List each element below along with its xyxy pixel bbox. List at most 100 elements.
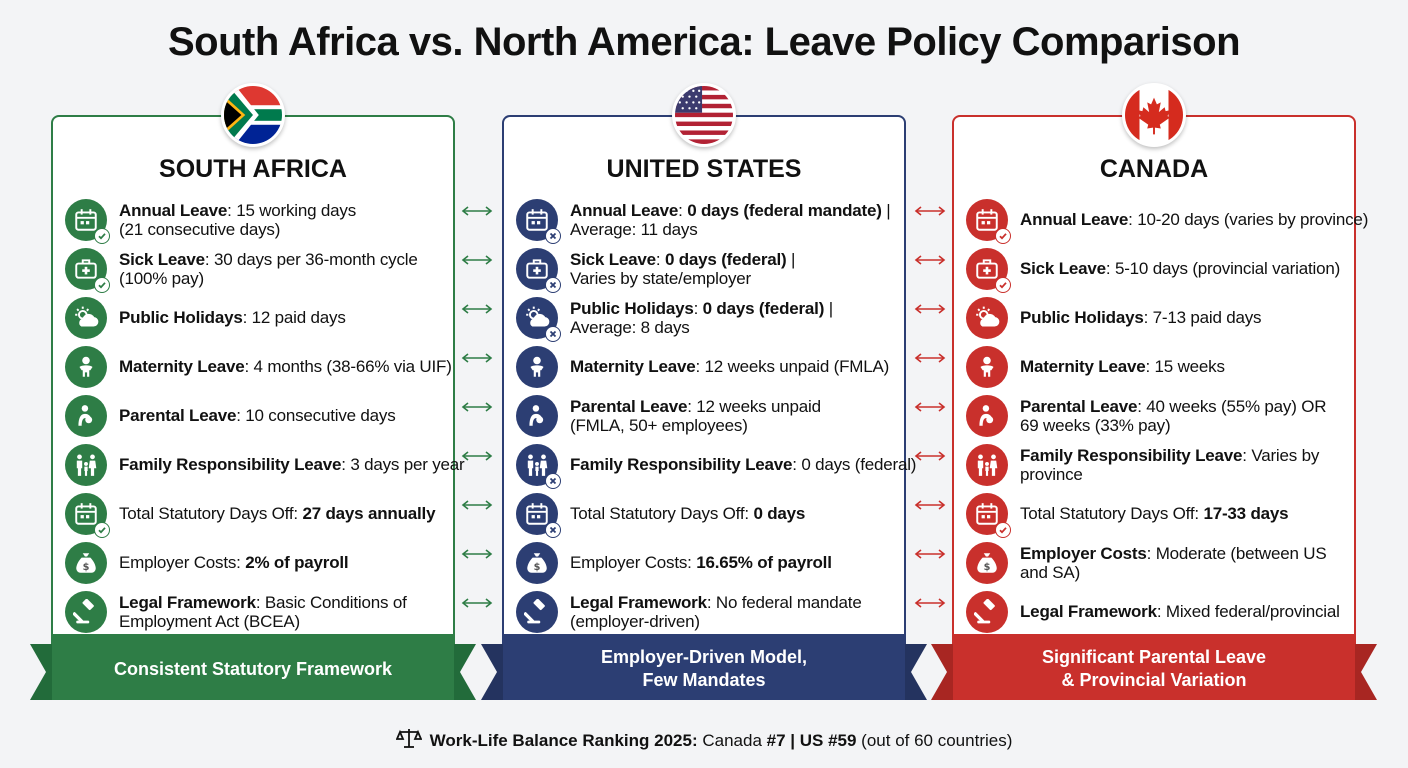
x-badge-icon	[545, 521, 561, 538]
check-badge-icon	[94, 521, 110, 538]
row-label: Legal Framework	[119, 592, 256, 612]
x-badge-icon	[545, 276, 561, 293]
check-badge-icon	[995, 521, 1011, 538]
row-text: Legal Framework: No federal mandate (empl…	[570, 593, 862, 631]
row-separator: :	[1145, 357, 1155, 376]
ribbon-line-2: Few Mandates	[642, 670, 766, 690]
row-value-line2: (100% pay)	[119, 268, 204, 288]
connector-arrows-za-us	[459, 193, 495, 633]
row-text: Total Statutory Days Off: 27 days annual…	[119, 504, 436, 523]
double-arrow-icon	[912, 351, 948, 365]
double-arrow-icon	[912, 400, 948, 414]
row-label: Public Holidays	[570, 298, 694, 318]
row-label: Maternity Leave	[1020, 357, 1146, 376]
south-africa-flag-icon	[221, 83, 285, 147]
row-separator: :	[227, 200, 237, 220]
row-emphasis: 0 days (federal)	[664, 249, 787, 269]
row-separator: :	[1128, 210, 1138, 229]
row-label: Employer Costs:	[570, 553, 697, 572]
check-badge-icon	[995, 227, 1011, 244]
parent-child-icon	[966, 394, 1008, 437]
row-separator: :	[695, 357, 705, 376]
double-arrow-icon	[459, 400, 495, 414]
row-text: Legal Framework: Basic Conditions of Empl…	[119, 593, 407, 631]
row-value: |	[824, 298, 833, 318]
sun-cloud-icon	[65, 296, 107, 339]
country-name: UNITED STATES	[606, 155, 802, 183]
row-text: Annual Leave: 0 days (federal mandate) |…	[570, 201, 891, 239]
row-separator: :	[678, 200, 688, 220]
row-label: Sick Leave	[1020, 259, 1106, 278]
row-emphasis: 17-33 days	[1203, 504, 1289, 523]
footer-canada-rank: #7	[766, 730, 786, 750]
double-arrow-icon	[459, 204, 495, 218]
svg-text:$: $	[984, 562, 991, 573]
row-label: Total Statutory Days Off:	[570, 504, 754, 523]
row-separator: :	[1105, 259, 1115, 278]
gavel-icon	[516, 590, 558, 633]
row-text: Sick Leave: 0 days (federal) | Varies by …	[570, 250, 795, 288]
row-text: Family Responsibility Leave: 0 days (fed…	[570, 455, 916, 474]
double-arrow-icon	[459, 302, 495, 316]
row-value: 12 paid days	[251, 308, 346, 327]
row-value: 15 working days	[236, 200, 357, 220]
family-icon	[65, 443, 107, 486]
row-text: Employer Costs: 2% of payroll	[119, 553, 349, 572]
medical-kit-check-icon	[65, 247, 110, 293]
svg-text:$: $	[534, 562, 541, 573]
double-arrow-icon	[912, 449, 948, 463]
medical-kit-check-icon	[966, 247, 1011, 293]
row-label: Parental Leave	[570, 396, 688, 416]
row-text: Annual Leave: 10-20 days (varies by prov…	[1020, 210, 1368, 229]
row-text: Employer Costs: Moderate (between US and …	[1020, 544, 1327, 582]
row-value: Basic Conditions of	[264, 592, 407, 612]
check-badge-icon	[94, 227, 110, 244]
row-separator: :	[236, 406, 246, 425]
list-item: Annual Leave: 15 working days (21 consecu…	[65, 195, 449, 244]
card-south-africa: SOUTH AFRICA Annual Leave: 15 working da…	[51, 83, 465, 655]
double-arrow-icon	[459, 596, 495, 610]
double-arrow-icon	[459, 547, 495, 561]
row-text: Public Holidays: 7-13 paid days	[1020, 308, 1262, 327]
row-emphasis: 0 days	[753, 504, 806, 523]
row-emphasis: 0 days (federal mandate)	[687, 200, 882, 220]
calendar-x-icon	[516, 492, 561, 538]
row-emphasis: 2% of payroll	[245, 553, 349, 572]
footer-sep: |	[785, 730, 800, 750]
ribbon-line-1: Significant Parental Leave	[1041, 647, 1267, 667]
x-badge-icon	[545, 325, 561, 342]
row-text: Total Statutory Days Off: 17-33 days	[1020, 504, 1289, 523]
list-item: Sick Leave: 30 days per 36-month cycle (1…	[65, 244, 449, 293]
list-item: $ Employer Costs: 16.65% of payroll	[516, 538, 900, 587]
list-item: Sick Leave: 0 days (federal) | Varies by …	[516, 244, 900, 293]
row-value: 10 consecutive days	[245, 406, 396, 425]
row-separator: :	[341, 455, 351, 474]
sun-cloud-icon	[966, 296, 1008, 339]
row-value: 12 weeks unpaid	[696, 396, 821, 416]
baby-icon	[65, 345, 107, 388]
connector-arrows-us-ca	[912, 193, 948, 633]
row-value: Varies by	[1251, 445, 1320, 465]
list-item: Family Responsibility Leave: Varies by pr…	[966, 440, 1350, 489]
family-x-icon	[516, 443, 561, 489]
row-value: Mixed federal/provincial	[1165, 602, 1340, 621]
row-text: Maternity Leave: 4 months (38-66% via UI…	[119, 357, 452, 376]
list-item: Parental Leave: 12 weeks unpaid (FMLA, 50…	[516, 391, 900, 440]
row-value: 12 weeks unpaid (FMLA)	[704, 357, 890, 376]
row-label: Employer Costs	[1020, 543, 1147, 563]
row-separator: :	[1137, 396, 1147, 416]
row-value-line2: (employer-driven)	[570, 611, 700, 631]
list-item: Public Holidays: 12 paid days	[65, 293, 449, 342]
parent-child-icon	[516, 394, 558, 437]
row-value: 15 weeks	[1154, 357, 1225, 376]
row-label: Sick Leave	[570, 249, 656, 269]
row-text: Family Responsibility Leave: 3 days per …	[119, 455, 465, 474]
row-text: Total Statutory Days Off: 0 days	[570, 504, 805, 523]
footer-tail: (out of 60 countries)	[856, 730, 1013, 750]
ribbon-label: Consistent Statutory Framework	[113, 658, 393, 679]
row-label: Legal Framework	[1020, 602, 1157, 621]
row-value: |	[881, 200, 891, 220]
row-text: Public Holidays: 12 paid days	[119, 308, 346, 327]
united-states-flag-icon	[672, 83, 736, 147]
card-canada: CANADA Annual Leave: 10-20 days (varies …	[952, 83, 1368, 655]
